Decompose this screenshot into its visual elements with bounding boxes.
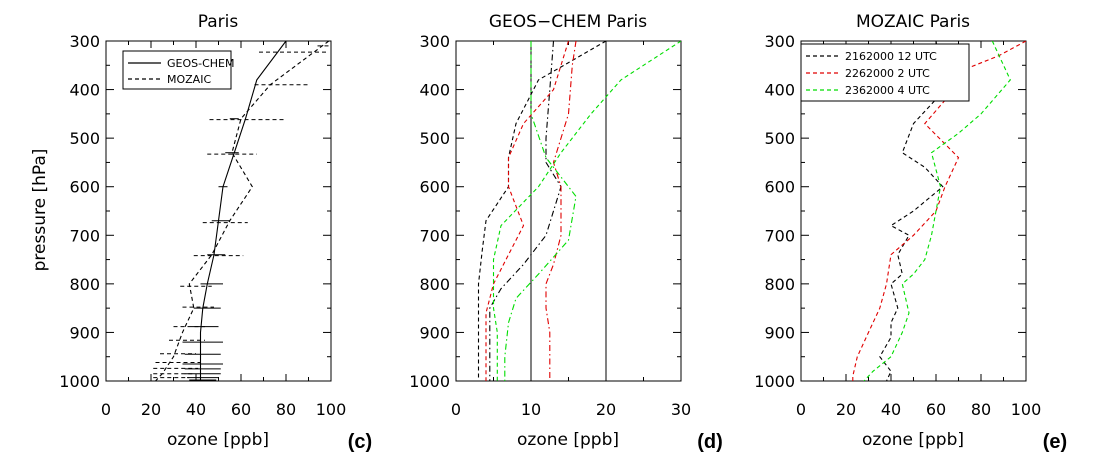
plot-area: [153, 41, 331, 381]
x-tick-label: 20: [141, 400, 161, 419]
legend-box: [122, 50, 232, 90]
series-line: [155, 41, 330, 381]
y-tick-label: 400: [69, 81, 100, 100]
x-tick-label: 20: [836, 400, 856, 419]
y-tick-label: 1000: [754, 372, 795, 391]
y-tick-label: 500: [764, 129, 795, 148]
x-tick-label: 80: [276, 400, 296, 419]
series-line: [879, 41, 944, 381]
x-tick-label: 80: [971, 400, 991, 419]
panel-label: (e): [1043, 431, 1067, 453]
x-tick-label: 100: [316, 400, 347, 419]
x-tick-label: 100: [1011, 400, 1042, 419]
y-tick-label: 900: [764, 323, 795, 342]
x-tick-label: 60: [231, 400, 251, 419]
x-tick-label: 30: [671, 400, 691, 419]
y-tick-label: 1000: [409, 372, 450, 391]
chart-title: MOZAIC Paris: [856, 12, 970, 32]
y-tick-label: 900: [419, 323, 450, 342]
chart-title: GEOS−CHEM Paris: [489, 12, 647, 32]
x-tick-label: 0: [451, 400, 461, 419]
y-tick-label: 400: [419, 81, 450, 100]
x-tick-label: 40: [186, 400, 206, 419]
legend-label: GEOS-CHEM: [167, 57, 234, 70]
y-tick-label: 900: [69, 323, 100, 342]
y-tick-label: 600: [69, 178, 100, 197]
x-axis-label: ozone [ppb]: [517, 430, 619, 450]
x-tick-label: 10: [521, 400, 541, 419]
y-tick-label: 800: [764, 275, 795, 294]
x-tick-label: 0: [101, 400, 111, 419]
plot-frame: [105, 40, 332, 382]
x-tick-label: 0: [796, 400, 806, 419]
y-tick-label: 600: [764, 178, 795, 197]
y-tick-label: 300: [419, 32, 450, 51]
panel-d: GEOS−CHEM Paris ozone [ppb] (d) 0 10 20 30 3…: [409, 12, 722, 453]
series-line: [199, 41, 287, 381]
x-tick-label: 60: [926, 400, 946, 419]
x-axis-label: ozone [ppb]: [862, 430, 964, 450]
series-line: [477, 41, 607, 381]
x-tick-label: 40: [881, 400, 901, 419]
chart-title: Paris: [198, 12, 239, 32]
legend-label: 2262000 2 UTC: [845, 67, 930, 80]
x-axis-label: ozone [ppb]: [167, 430, 269, 450]
series-line: [485, 41, 570, 381]
x-tick-label: 20: [596, 400, 616, 419]
y-tick-label: 700: [419, 226, 450, 245]
series-line: [545, 41, 577, 381]
series-line: [863, 41, 1011, 381]
y-tick-label: 500: [419, 129, 450, 148]
y-tick-label: 800: [419, 275, 450, 294]
series-line: [489, 41, 562, 381]
panel-label: (d): [697, 431, 723, 453]
y-tick-label: 300: [69, 32, 100, 51]
legend-label: 2162000 12 UTC: [845, 50, 937, 63]
series-line: [492, 41, 681, 381]
panel-c: Paris ozone [ppb] (c) 0 20 40 60 80 100 300 400…: [59, 12, 372, 453]
series-line: [504, 41, 577, 381]
y-tick-label: 400: [764, 81, 795, 100]
y-axis-label: pressure [hPa]: [30, 149, 50, 272]
y-tick-label: 700: [69, 226, 100, 245]
plot-area: [477, 41, 681, 381]
panel-e: MOZAIC Paris ozone [ppb] (e) 0 20 40 60 80 10…: [754, 12, 1067, 453]
y-tick-label: 300: [764, 32, 795, 51]
panel-label: (c): [348, 431, 372, 453]
legend-label: 2362000 4 UTC: [845, 84, 930, 97]
y-tick-label: 700: [764, 226, 795, 245]
legend-label: MOZAIC: [167, 73, 211, 86]
y-tick-label: 1000: [59, 372, 100, 391]
y-tick-label: 500: [69, 129, 100, 148]
y-tick-label: 800: [69, 275, 100, 294]
y-tick-label: 600: [419, 178, 450, 197]
